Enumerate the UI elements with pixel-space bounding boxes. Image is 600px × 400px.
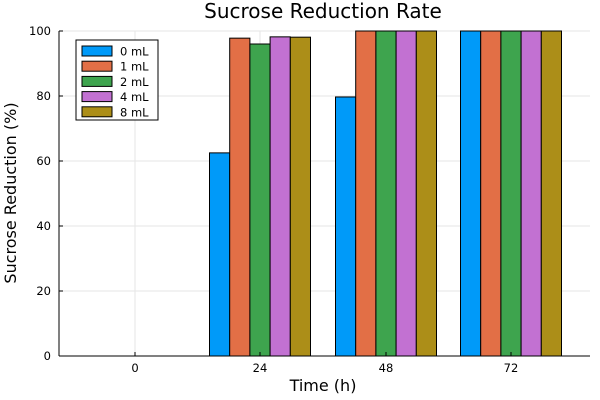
legend-label: 4 mL [120,90,149,104]
y-tick-label: 80 [36,89,51,103]
x-tick-label: 0 [131,361,138,375]
y-tick-label: 100 [29,24,51,38]
y-axis-label: Sucrose Reduction (%) [1,102,20,283]
bar [375,30,397,357]
bar [520,30,542,357]
axes [58,31,590,357]
bar [209,152,231,357]
legend-swatch [81,106,113,118]
bar [229,37,251,357]
y-tick-label: 20 [36,284,51,298]
y-tick-label: 60 [36,154,51,168]
legend-swatch [81,45,113,57]
legend-label: 1 mL [120,60,149,74]
bar [460,30,482,357]
legend-swatch [81,60,113,72]
bar [355,30,377,357]
legend-swatch [81,91,113,103]
x-tick-label: 24 [253,361,268,375]
bar [335,96,357,357]
bar [540,30,562,357]
bar [269,36,291,357]
bar [289,36,311,357]
bar [415,30,437,357]
y-tick-label: 40 [36,219,51,233]
bar [500,30,522,357]
x-axis-ticks: 0 24 48 72 [131,352,518,375]
legend-label: 2 mL [120,75,149,89]
x-tick-label: 72 [504,361,519,375]
legend-label: 8 mL [120,105,149,119]
y-axis-ticks: 0 20 40 60 80 100 [29,24,63,363]
y-tick-label: 0 [44,349,51,363]
bar [395,30,417,357]
bar [249,43,271,357]
legend-label: 0 mL [120,45,149,59]
x-axis-label: Time (h) [289,376,357,395]
legend: 0 mL1 mL2 mL4 mL8 mL [75,39,159,121]
chart-title: Sucrose Reduction Rate [204,0,442,23]
legend-swatch [81,75,113,87]
x-tick-label: 48 [379,361,394,375]
bar [480,30,502,357]
